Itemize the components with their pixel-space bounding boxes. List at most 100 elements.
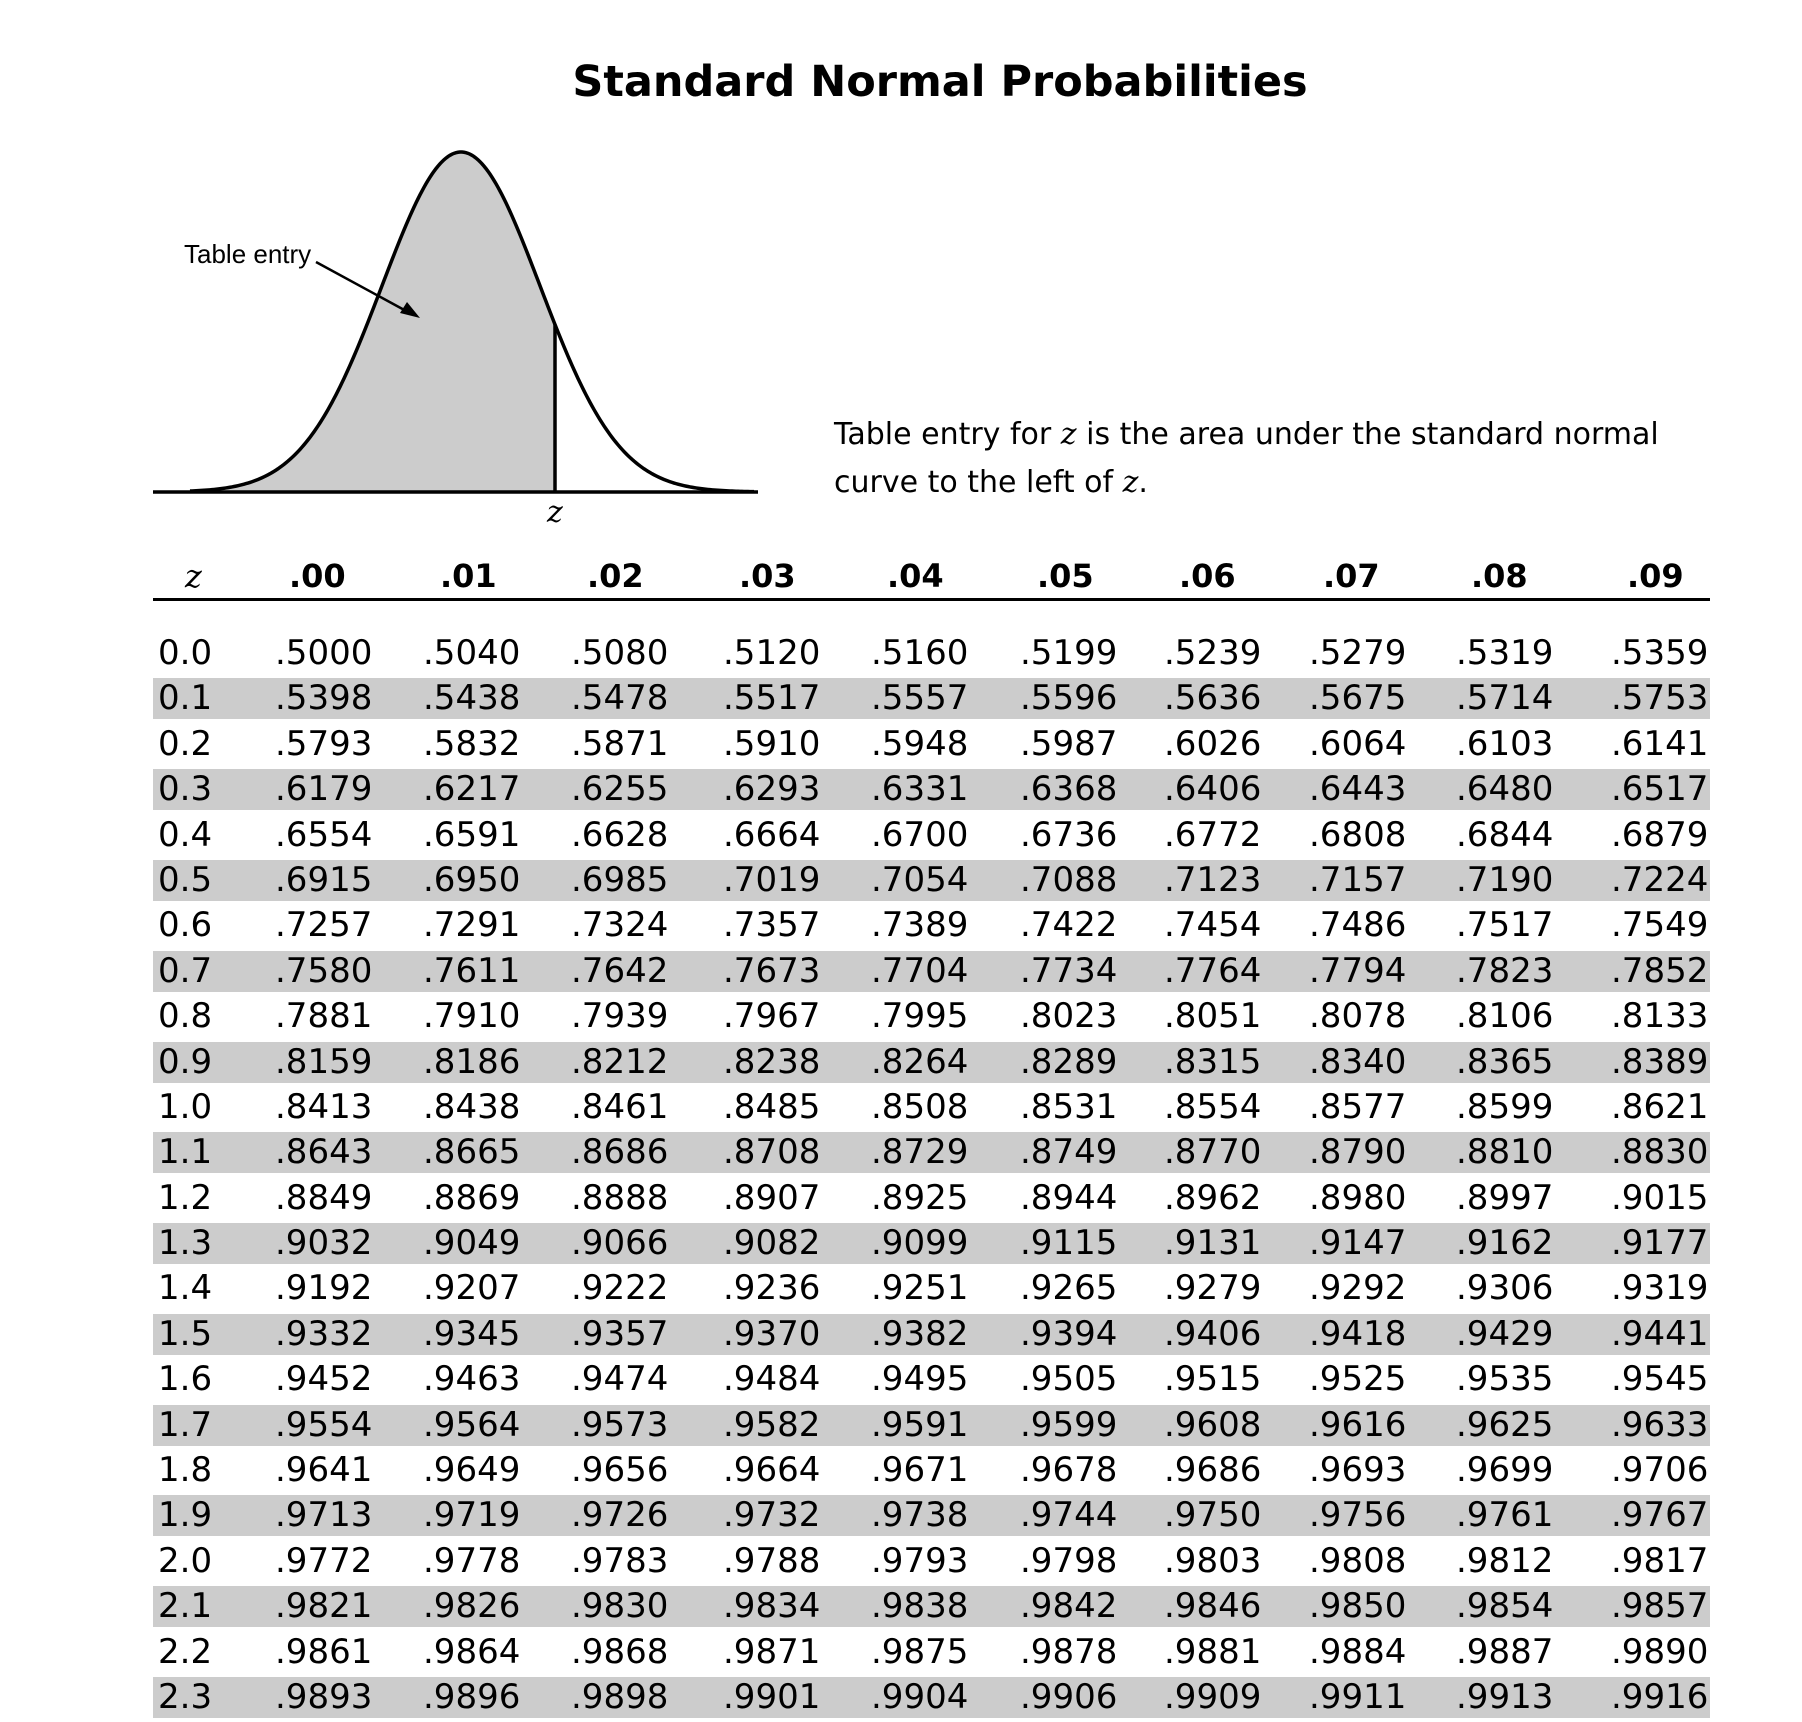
probability-cell: .7454 — [1164, 905, 1262, 946]
probability-cell: .9826 — [423, 1586, 521, 1627]
probability-cell: .6480 — [1456, 769, 1554, 810]
probability-cell: .5636 — [1164, 678, 1262, 719]
probability-cell: .7967 — [723, 996, 821, 1037]
table-row: 1.2 .8849 .8869 .8888 .8907 .8925 .8944 .8962 .8… — [153, 1178, 1710, 1219]
probability-cell: .9207 — [423, 1268, 521, 1309]
column-header: .08 — [1471, 557, 1528, 595]
probability-cell: .6664 — [723, 814, 821, 855]
probability-cell: .9878 — [1020, 1631, 1118, 1672]
probability-cell: .8554 — [1164, 1086, 1262, 1127]
probability-cell: .8365 — [1456, 1041, 1554, 1082]
probability-cell: .8315 — [1164, 1041, 1262, 1082]
probability-cell: .9394 — [1020, 1313, 1118, 1354]
probability-cell: .9441 — [1611, 1313, 1709, 1354]
probability-cell: .9049 — [423, 1223, 521, 1264]
arrow-head-icon — [400, 302, 420, 318]
probability-cell: .9693 — [1309, 1450, 1407, 1491]
probability-cell: .9713 — [275, 1495, 373, 1536]
probability-cell: .8686 — [571, 1132, 669, 1173]
probability-cell: .8023 — [1020, 996, 1118, 1037]
table-row: 2.0 .9772 .9778 .9783 .9788 .9793 .9798 .9803 .9… — [153, 1541, 1710, 1582]
probability-cell: .8907 — [723, 1177, 821, 1218]
probability-cell: .7580 — [275, 950, 373, 991]
probability-cell: .6554 — [275, 814, 373, 855]
probability-cell: .8729 — [871, 1132, 969, 1173]
probability-cell: .5239 — [1164, 633, 1262, 673]
probability-cell: .8980 — [1309, 1177, 1407, 1218]
probability-cell: .9545 — [1611, 1359, 1709, 1400]
probability-cell: .9418 — [1309, 1313, 1407, 1354]
probability-cell: .8925 — [871, 1177, 969, 1218]
probability-cell: .8264 — [871, 1041, 969, 1082]
probability-cell: .9772 — [275, 1540, 373, 1581]
row-z-value: 0.0 — [158, 633, 213, 673]
probability-cell: .7611 — [423, 950, 521, 991]
probability-cell: .8389 — [1611, 1041, 1709, 1082]
probability-cell: .6217 — [423, 769, 521, 810]
probability-cell: .9881 — [1164, 1631, 1262, 1672]
column-header: .07 — [1323, 557, 1380, 595]
probability-cell: .9738 — [871, 1495, 969, 1536]
row-z-value: 0.8 — [158, 996, 213, 1037]
probability-cell: .8577 — [1309, 1086, 1407, 1127]
probability-cell: .9778 — [423, 1540, 521, 1581]
table-body: 0.0 .5000 .5040 .5080 .5120 .5160 .5199 .5239 .5… — [153, 633, 1710, 1718]
table-row: 0.4 .6554 .6591 .6628 .6664 .6700 .6736 .6772 .6… — [153, 815, 1710, 856]
probability-cell: .7054 — [871, 859, 969, 900]
probability-cell: .5359 — [1611, 633, 1709, 673]
probability-cell: .9909 — [1164, 1676, 1262, 1717]
row-z-value: 2.0 — [158, 1540, 213, 1581]
probability-cell: .6591 — [423, 814, 521, 855]
probability-cell: .9850 — [1309, 1586, 1407, 1627]
probability-cell: .5080 — [571, 633, 669, 673]
row-z-value: 1.3 — [158, 1223, 213, 1264]
probability-cell: .9808 — [1309, 1540, 1407, 1581]
probability-cell: .9719 — [423, 1495, 521, 1536]
probability-cell: .5793 — [275, 723, 373, 764]
probability-cell: .9554 — [275, 1404, 373, 1445]
probability-cell: .6179 — [275, 769, 373, 810]
probability-cell: .6064 — [1309, 723, 1407, 764]
probability-cell: .7517 — [1456, 905, 1554, 946]
probability-cell: .7910 — [423, 996, 521, 1037]
column-header: .02 — [587, 557, 644, 595]
probability-cell: .9599 — [1020, 1404, 1118, 1445]
probability-cell: .9812 — [1456, 1540, 1554, 1581]
row-z-value: 2.1 — [158, 1586, 213, 1627]
probability-cell: .6950 — [423, 859, 521, 900]
table-row: 2.1 .9821 .9826 .9830 .9834 .9838 .9842 .9846 .9… — [153, 1586, 1710, 1628]
row-z-value: 2.2 — [158, 1631, 213, 1672]
probability-cell: .7088 — [1020, 859, 1118, 900]
probability-cell: .9904 — [871, 1676, 969, 1717]
probability-cell: .8944 — [1020, 1177, 1118, 1218]
probability-cell: .9131 — [1164, 1223, 1262, 1264]
table-row: 1.7 .9554 .9564 .9573 .9582 .9591 .9599 .9608 .9… — [153, 1404, 1710, 1446]
probability-cell: .9236 — [723, 1268, 821, 1309]
probability-cell: .9830 — [571, 1586, 669, 1627]
probability-cell: .8531 — [1020, 1086, 1118, 1127]
probability-cell: .8413 — [275, 1086, 373, 1127]
probability-cell: .9744 — [1020, 1495, 1118, 1536]
probability-cell: .9732 — [723, 1495, 821, 1536]
probability-cell: .9750 — [1164, 1495, 1262, 1536]
probability-cell: .9082 — [723, 1223, 821, 1264]
probability-cell: .9616 — [1309, 1404, 1407, 1445]
probability-cell: .7224 — [1611, 859, 1709, 900]
probability-cell: .7190 — [1456, 859, 1554, 900]
probability-cell: .7823 — [1456, 950, 1554, 991]
probability-cell: .9884 — [1309, 1631, 1407, 1672]
probability-cell: .6628 — [571, 814, 669, 855]
probability-cell: .9222 — [571, 1268, 669, 1309]
table-row: 2.2 .9861 .9864 .9868 .9871 .9875 .9878 .9881 .9… — [153, 1632, 1710, 1673]
probability-cell: .5871 — [571, 723, 669, 764]
table-row: 1.3 .9032 .9049 .9066 .9082 .9099 .9115 .9131 .9… — [153, 1223, 1710, 1265]
probability-cell: .9726 — [571, 1495, 669, 1536]
column-header-z: z — [185, 557, 202, 595]
probability-cell: .8238 — [723, 1041, 821, 1082]
probability-cell: .6844 — [1456, 814, 1554, 855]
probability-cell: .8708 — [723, 1132, 821, 1173]
probability-cell: .7257 — [275, 905, 373, 946]
row-z-value: 0.5 — [158, 859, 213, 900]
table-row: 0.5 .6915 .6950 .6985 .7019 .7054 .7088 .7123 .7… — [153, 859, 1710, 901]
row-z-value: 0.7 — [158, 950, 213, 991]
